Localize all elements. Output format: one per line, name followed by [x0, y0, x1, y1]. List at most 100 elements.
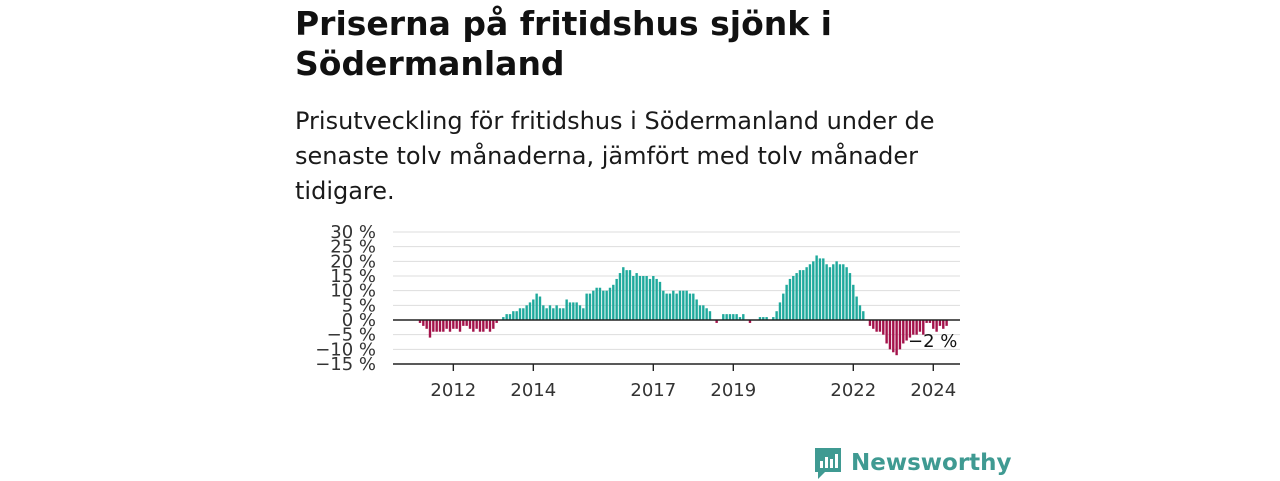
bar [522, 308, 525, 320]
bar [545, 308, 548, 320]
bar [798, 270, 802, 320]
bar [795, 273, 798, 320]
bar [875, 320, 878, 332]
bar [642, 276, 645, 320]
bar [585, 293, 588, 320]
bar [878, 320, 882, 332]
bar [555, 305, 558, 320]
bar [782, 293, 785, 320]
bar [448, 320, 452, 332]
bar [902, 320, 905, 344]
bar [682, 290, 685, 320]
bar [608, 287, 612, 320]
bar [935, 320, 938, 332]
bar [472, 320, 475, 332]
x-tick-label: 2012 [430, 380, 476, 401]
bar [588, 293, 592, 320]
bar [792, 276, 795, 320]
bar [452, 320, 455, 329]
bar [888, 320, 892, 350]
bar [542, 305, 545, 320]
bar [772, 317, 775, 320]
bar [488, 320, 492, 332]
bar [592, 290, 595, 320]
bar [705, 308, 708, 320]
bar [858, 305, 862, 320]
y-tick-label: −15 % [315, 354, 376, 375]
y-tick-label: −10 % [315, 339, 376, 360]
bar [565, 299, 568, 320]
bar [685, 290, 688, 320]
bar [925, 320, 928, 323]
bar [428, 320, 432, 338]
bar [492, 320, 495, 329]
bar [635, 273, 638, 320]
bar [455, 320, 458, 329]
bar [882, 320, 885, 335]
bar [942, 320, 945, 329]
bar [442, 320, 445, 332]
bar [835, 261, 838, 320]
y-tick-label: 25 % [330, 237, 376, 258]
bar [638, 276, 642, 320]
bar [735, 314, 738, 320]
bar [495, 320, 498, 323]
bar [945, 320, 948, 326]
bar [838, 264, 842, 320]
bar [458, 320, 462, 332]
bar [508, 314, 512, 320]
bar [475, 320, 478, 329]
bar [515, 311, 518, 320]
bar [435, 320, 438, 332]
bar [812, 261, 815, 320]
bar [432, 320, 435, 332]
bar [698, 305, 702, 320]
bar [832, 264, 835, 320]
bar [605, 290, 608, 320]
newsworthy-logo[interactable]: Newsworthy [813, 445, 1012, 481]
y-tick-label: 5 % [342, 295, 376, 316]
gridlines [393, 231, 960, 350]
bar [738, 317, 742, 320]
bar [862, 311, 865, 320]
bar [748, 320, 752, 323]
bar [658, 281, 662, 320]
bar [595, 287, 598, 320]
bar [665, 293, 668, 320]
y-tick-label: 15 % [330, 266, 376, 287]
bar [528, 302, 532, 320]
bar [695, 299, 698, 320]
bar [715, 320, 718, 323]
bar [582, 308, 585, 320]
bar [678, 290, 682, 320]
bar [618, 273, 622, 320]
bar [562, 308, 565, 320]
bar [708, 311, 712, 320]
bar [872, 320, 875, 329]
bar [842, 264, 845, 320]
bar [675, 293, 678, 320]
bar [662, 290, 665, 320]
bar [622, 267, 625, 320]
bar [548, 305, 552, 320]
bar [938, 320, 942, 326]
bar [742, 314, 745, 320]
bar [702, 305, 705, 320]
bar [855, 296, 858, 320]
bar [485, 320, 488, 329]
bar [512, 311, 515, 320]
bar [898, 320, 902, 350]
chart-title: Priserna på fritidshus sjönk i Södermanl… [295, 4, 832, 83]
bar [692, 293, 695, 320]
bar [468, 320, 472, 329]
newsworthy-logo-icon [815, 448, 841, 479]
y-tick-label: 0 % [342, 310, 376, 331]
bar [722, 314, 725, 320]
x-tick-label: 2022 [830, 380, 876, 401]
bar [785, 284, 788, 320]
bar [602, 290, 605, 320]
bar [922, 320, 925, 335]
bar [615, 278, 618, 320]
bar [645, 276, 648, 320]
